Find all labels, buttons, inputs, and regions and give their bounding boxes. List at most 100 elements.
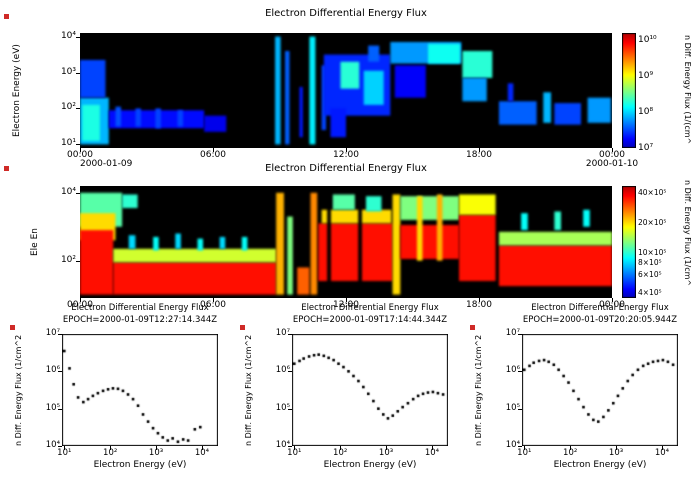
p1-ytick-label: 10² bbox=[60, 102, 76, 113]
p1-xtick-label: 00:00 bbox=[599, 150, 625, 160]
p2-ytick-mark bbox=[76, 260, 80, 262]
panel1-colorbar-label: n Diff. Energy Flux (1/(cm^ bbox=[683, 35, 692, 145]
p1-xtick-label: 12:00 bbox=[333, 150, 359, 160]
p1-ytick-label: 10⁴ bbox=[60, 30, 76, 41]
p1-ytick-mark bbox=[76, 144, 80, 146]
p1-xtick-mark bbox=[213, 148, 214, 152]
p1-ytick-label: 10³ bbox=[60, 66, 76, 77]
p2-colorbar-tick-label: 4×10⁵ bbox=[638, 287, 662, 297]
b1-ytick-label: 10⁶ bbox=[45, 365, 60, 376]
p2-ytick-label: 10² bbox=[60, 254, 76, 265]
p2-xtick-label: 00:00 bbox=[599, 300, 625, 310]
cut1-epoch-subtitle: EPOCH=2000-01-09T12:27:14.344Z bbox=[62, 315, 218, 325]
b2-xtick-label: 10³ bbox=[378, 448, 394, 458]
p2-xtick-mark bbox=[346, 298, 347, 302]
b2-ytick-label: 10⁴ bbox=[275, 440, 290, 450]
panel1-end-date: 2000-01-10 bbox=[585, 159, 639, 169]
b1-xtick-label: 10² bbox=[103, 448, 118, 458]
cut1-layout-anchor-icon[interactable] bbox=[10, 325, 15, 330]
cut2-x-axis-label: Electron Energy (eV) bbox=[323, 460, 417, 470]
cut2-title: Electron Differential Energy Flux bbox=[301, 303, 439, 313]
b2-ytick-mark bbox=[288, 408, 292, 410]
b1-ytick-label: 10⁵ bbox=[45, 402, 60, 413]
b1-xtick-mark bbox=[201, 446, 203, 450]
panel1-layout-anchor-icon[interactable] bbox=[4, 14, 9, 19]
b3-xtick-mark bbox=[661, 446, 663, 450]
p1-xtick-mark bbox=[80, 148, 81, 152]
b3-ytick-label: 10⁴ bbox=[505, 440, 520, 450]
b3-xtick-mark bbox=[570, 446, 572, 450]
b1-ytick-label: 10⁴ bbox=[45, 440, 60, 450]
b3-ytick-mark bbox=[518, 334, 522, 335]
panel2-colorbar[interactable] bbox=[622, 186, 636, 298]
b2-ytick-mark bbox=[288, 446, 292, 447]
p2-xtick-label: 06:00 bbox=[200, 300, 226, 310]
p1-xtick-label: 06:00 bbox=[200, 150, 226, 160]
cut2-epoch-subtitle: EPOCH=2000-01-09T17:14:44.344Z bbox=[292, 315, 448, 325]
b3-xtick-mark bbox=[524, 446, 526, 450]
b3-ytick-label: 10⁶ bbox=[505, 365, 520, 376]
b2-xtick-label: 10² bbox=[333, 448, 348, 458]
p2-ytick-label: 10⁴ bbox=[60, 186, 76, 197]
p1-colorbar-tick-label: 10⁷ bbox=[638, 143, 654, 153]
b1-xtick-label: 10¹ bbox=[57, 448, 72, 458]
p1-ytick-mark bbox=[76, 36, 80, 38]
p1-colorbar-tick-label: 10⁸ bbox=[638, 107, 654, 118]
panel2-layout-anchor-icon[interactable] bbox=[4, 166, 9, 171]
cut3-x-axis-label: Electron Energy (eV) bbox=[553, 460, 647, 470]
b2-xtick-label: 10¹ bbox=[287, 448, 302, 458]
cut2-y-axis-label: n Diff. Energy Flux (1/cm^2 bbox=[244, 334, 253, 446]
p1-colorbar-tick-label: 10⁹ bbox=[638, 71, 654, 82]
b3-xtick-label: 10³ bbox=[608, 448, 624, 458]
p1-ytick-mark bbox=[76, 108, 80, 110]
panel2-spectrogram[interactable] bbox=[80, 186, 612, 298]
p1-xtick-mark bbox=[612, 148, 613, 152]
p2-colorbar-tick-label: 10×10⁵ bbox=[638, 248, 667, 257]
b1-ytick-label: 10⁷ bbox=[45, 328, 60, 338]
panel1-colorbar[interactable] bbox=[622, 33, 636, 148]
p1-xtick-label: 18:00 bbox=[466, 150, 492, 160]
b2-ytick-mark bbox=[288, 334, 292, 335]
b3-ytick-label: 10⁷ bbox=[505, 328, 520, 338]
cut2-layout-anchor-icon[interactable] bbox=[240, 325, 245, 330]
p1-xtick-mark bbox=[346, 148, 347, 152]
b3-ytick-label: 10⁵ bbox=[505, 402, 520, 413]
b2-xtick-mark bbox=[294, 446, 296, 450]
panel1-start-date: 2000-01-09 bbox=[80, 159, 133, 169]
b1-ytick-mark bbox=[58, 371, 62, 373]
cut1-scatter-plot[interactable] bbox=[62, 334, 218, 446]
cut3-layout-anchor-icon[interactable] bbox=[470, 325, 475, 330]
p2-xtick-label: 00:00 bbox=[67, 300, 93, 310]
b1-ytick-mark bbox=[58, 334, 62, 335]
p1-colorbar-tick-label: 10¹⁰ bbox=[638, 35, 657, 46]
panel2-title: Electron Differential Energy Flux bbox=[265, 163, 427, 174]
p1-xtick-label: 00:00 bbox=[67, 150, 93, 160]
panel2-colorbar-label: n Diff. Energy Flux (1/cm^ bbox=[683, 179, 692, 287]
cut3-title: Electron Differential Energy Flux bbox=[531, 303, 669, 313]
cut1-title: Electron Differential Energy Flux bbox=[71, 303, 209, 313]
b1-xtick-mark bbox=[64, 446, 66, 450]
b1-xtick-label: 10³ bbox=[148, 448, 164, 458]
b2-xtick-mark bbox=[431, 446, 433, 450]
panel1-spectrogram[interactable] bbox=[80, 33, 612, 148]
b2-xtick-mark bbox=[386, 446, 388, 450]
b2-ytick-label: 10⁵ bbox=[275, 402, 290, 413]
p2-xtick-label: 12:00 bbox=[333, 300, 359, 310]
p2-colorbar-tick-label: 6×10⁵ bbox=[638, 270, 662, 280]
b1-xtick-mark bbox=[110, 446, 112, 450]
p2-xtick-mark bbox=[612, 298, 613, 302]
b2-xtick-mark bbox=[340, 446, 342, 450]
cut3-epoch-subtitle: EPOCH=2000-01-09T20:20:05.944Z bbox=[522, 315, 678, 325]
p2-colorbar-tick-label: 20×10⁵ bbox=[638, 217, 667, 227]
b3-ytick-mark bbox=[518, 371, 522, 373]
cut2-scatter-plot[interactable] bbox=[292, 334, 448, 446]
b1-xtick-mark bbox=[156, 446, 158, 450]
p1-xtick-mark bbox=[479, 148, 480, 152]
cut3-scatter-plot[interactable] bbox=[522, 334, 678, 446]
cut1-x-axis-label: Electron Energy (eV) bbox=[93, 460, 187, 470]
b1-xtick-label: 10⁴ bbox=[194, 448, 210, 458]
p1-ytick-mark bbox=[76, 72, 80, 74]
b3-xtick-label: 10² bbox=[563, 448, 578, 458]
b2-xtick-label: 10⁴ bbox=[424, 448, 440, 458]
